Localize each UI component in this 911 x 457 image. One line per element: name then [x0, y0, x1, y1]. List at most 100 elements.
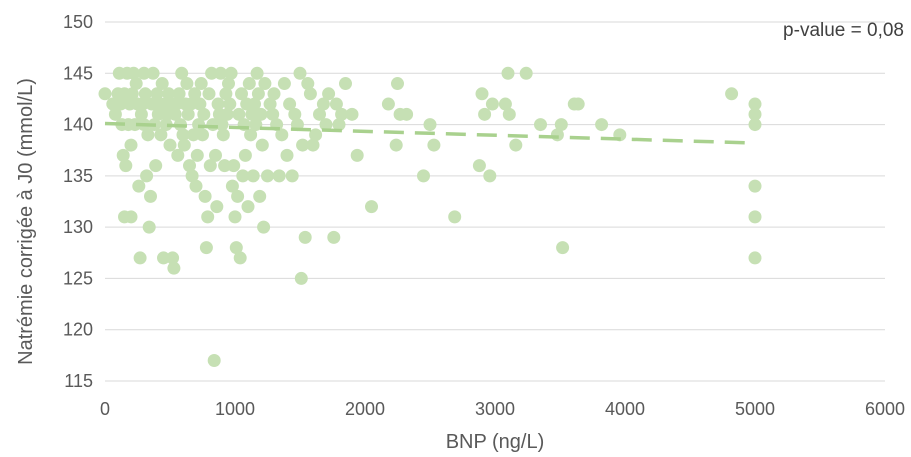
data-point	[108, 107, 122, 121]
data-point	[283, 97, 297, 111]
data-point	[114, 97, 128, 111]
x-tick-label: 6000	[865, 399, 905, 419]
data-point	[248, 97, 261, 111]
data-point	[127, 66, 141, 80]
data-point	[571, 97, 585, 111]
data-point	[748, 251, 762, 265]
data-point	[293, 66, 307, 80]
y-axis-title: Natrémie corrigée à J0 (mmol/L)	[15, 78, 37, 365]
data-point	[183, 159, 196, 173]
data-point	[141, 128, 155, 142]
data-point	[142, 220, 156, 234]
data-point	[275, 128, 289, 142]
data-point	[159, 118, 173, 132]
data-point	[327, 230, 341, 244]
data-point	[225, 179, 239, 193]
x-tick-label: 1000	[215, 399, 255, 419]
data-point	[199, 241, 213, 255]
data-point	[257, 220, 271, 234]
data-point	[350, 148, 364, 162]
data-point	[249, 118, 263, 132]
data-point	[288, 107, 302, 121]
data-point	[216, 128, 230, 142]
data-point	[478, 107, 492, 121]
data-point	[155, 77, 169, 91]
data-point	[238, 148, 252, 162]
data-point	[329, 97, 343, 111]
y-tick-label: 125	[63, 268, 93, 288]
y-tick-label: 115	[64, 371, 93, 391]
data-point	[203, 159, 217, 173]
data-point	[168, 107, 182, 121]
data-point	[220, 107, 234, 121]
data-point	[725, 87, 739, 101]
data-point	[124, 138, 138, 152]
data-point	[196, 128, 209, 142]
data-point	[285, 169, 299, 183]
data-point	[172, 87, 186, 101]
data-point	[423, 118, 437, 132]
y-tick-label: 145	[63, 63, 93, 83]
data-point	[184, 97, 198, 111]
data-point	[332, 118, 346, 132]
data-point	[149, 159, 163, 173]
data-point	[154, 128, 168, 142]
data-point	[242, 77, 256, 91]
x-tick-label: 5000	[735, 399, 775, 419]
data-point	[235, 87, 248, 101]
data-point	[150, 87, 164, 101]
data-point	[391, 77, 404, 91]
data-point	[190, 148, 204, 162]
data-point	[132, 179, 146, 193]
data-point	[316, 97, 330, 111]
data-point	[554, 118, 568, 132]
data-point	[124, 210, 138, 224]
data-point	[210, 200, 224, 214]
data-point	[128, 118, 142, 132]
data-point	[253, 189, 267, 203]
data-point	[136, 97, 150, 111]
x-tick-label: 0	[100, 399, 110, 419]
data-point	[519, 66, 533, 80]
data-point	[211, 97, 225, 111]
data-point	[193, 97, 207, 111]
data-point	[219, 87, 233, 101]
data-point	[224, 66, 238, 80]
x-axis-ticks: 0 1000 2000 3000 4000 5000 6000	[100, 399, 905, 419]
data-point	[236, 169, 250, 183]
data-point	[129, 77, 143, 91]
trendline	[104, 121, 756, 145]
data-point	[309, 128, 323, 142]
data-point	[475, 87, 489, 101]
data-point	[319, 118, 333, 132]
y-tick-label: 135	[63, 166, 93, 186]
p-value-annotation: p-value = 0,08	[783, 20, 904, 41]
data-point	[214, 66, 228, 80]
data-point	[250, 66, 264, 80]
data-point	[151, 107, 165, 121]
x-axis-title: BNP (ng/L)	[446, 431, 545, 453]
data-point	[381, 97, 395, 111]
data-point	[157, 251, 170, 265]
data-point	[198, 189, 212, 203]
data-point	[389, 138, 403, 152]
data-point	[170, 97, 183, 111]
data-point	[266, 107, 280, 121]
data-point	[197, 107, 211, 121]
data-point	[509, 138, 523, 152]
data-point	[313, 107, 326, 121]
data-point	[246, 169, 260, 183]
y-tick-label: 130	[63, 217, 93, 237]
data-point	[207, 353, 221, 367]
data-point	[306, 138, 320, 152]
data-point	[146, 66, 160, 80]
data-point	[303, 87, 317, 101]
data-point	[339, 77, 352, 91]
data-points	[98, 66, 762, 367]
data-point	[502, 107, 516, 121]
data-point	[205, 66, 219, 80]
data-point	[133, 251, 147, 265]
data-point	[277, 77, 291, 91]
data-point	[137, 66, 151, 80]
